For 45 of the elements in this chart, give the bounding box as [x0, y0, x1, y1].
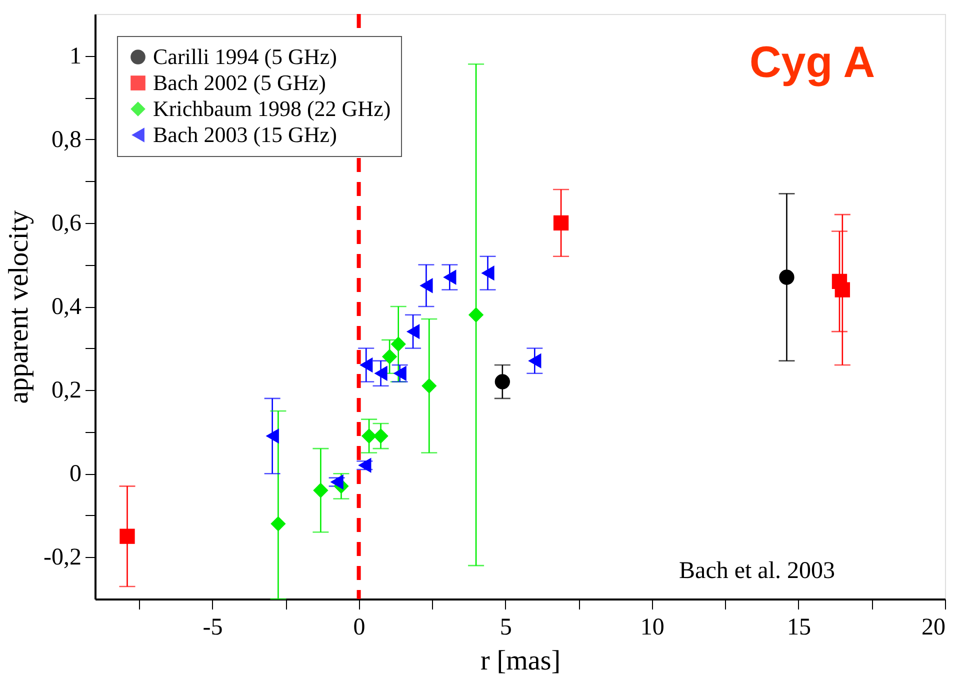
y-tick-label: -0,2	[44, 544, 82, 571]
point	[358, 458, 372, 473]
annotation: Cyg A	[750, 38, 875, 87]
point	[420, 278, 433, 294]
point	[374, 366, 388, 381]
point	[834, 282, 850, 298]
legend-label: Krichbaum 1998 (22 GHz)	[153, 96, 391, 121]
point	[481, 265, 494, 281]
point	[270, 516, 286, 532]
point	[422, 378, 437, 394]
y-tick-label: 0	[70, 461, 82, 488]
x-tick-label: -5	[202, 614, 223, 640]
y-axis-title: apparent velocity	[4, 210, 35, 404]
point	[528, 353, 542, 368]
y-tick-label: 0,6	[52, 210, 82, 236]
point	[406, 324, 420, 340]
point	[382, 349, 398, 364]
x-tick-label: 10	[640, 614, 664, 640]
point	[373, 428, 388, 444]
point	[330, 474, 344, 490]
point	[443, 270, 456, 285]
point	[360, 357, 373, 373]
y-tick-label: 0,4	[52, 294, 82, 320]
point	[553, 215, 569, 231]
x-axis-title: r [mas]	[480, 646, 561, 676]
x-tick-label: 20	[922, 614, 946, 640]
point	[494, 374, 510, 390]
point	[266, 428, 279, 444]
legend-label: Bach 2002 (5 GHz)	[153, 70, 326, 95]
point	[468, 307, 484, 322]
point	[313, 482, 328, 498]
point	[361, 428, 377, 444]
point	[393, 366, 406, 381]
point	[779, 270, 794, 285]
legend-label: Bach 2003 (15 GHz)	[153, 122, 337, 147]
y-tick-label: 0,2	[52, 378, 82, 404]
y-tick-label: 0,8	[52, 126, 82, 153]
x-tick-label: 15	[786, 614, 811, 640]
point	[120, 528, 135, 544]
x-tick-label: 5	[500, 614, 512, 640]
annotation: Bach et al. 2003	[679, 558, 835, 584]
legend-label: Carilli 1994 (5 GHz)	[153, 44, 337, 69]
y-tick-label: 1	[70, 43, 82, 70]
point	[390, 336, 406, 352]
x-tick-label: 0	[353, 614, 366, 640]
